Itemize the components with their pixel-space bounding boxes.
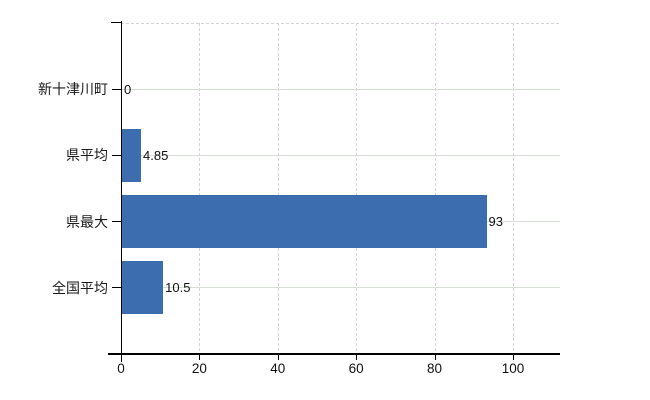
bar xyxy=(122,261,164,315)
y-axis-line xyxy=(121,21,122,362)
x-tick-label: 80 xyxy=(427,361,443,376)
bar-value-label: 10.5 xyxy=(165,280,191,296)
x-tick-label: 40 xyxy=(270,361,286,376)
y-axis-tick xyxy=(112,287,121,289)
plot-top-border xyxy=(121,23,560,24)
y-axis-top-tick xyxy=(111,22,121,23)
category-label: 県最大 xyxy=(66,213,108,230)
x-axis-tick xyxy=(356,354,358,360)
x-tick-label: 60 xyxy=(348,361,364,376)
category-label: 県平均 xyxy=(66,147,108,164)
vertical-gridline xyxy=(277,23,279,354)
x-axis-tick xyxy=(512,354,514,360)
bar-value-label: 93 xyxy=(488,214,503,230)
x-axis-line xyxy=(108,353,560,355)
vertical-gridline xyxy=(434,23,436,354)
y-axis-tick xyxy=(112,88,121,90)
bar xyxy=(122,195,487,249)
vertical-gridline xyxy=(199,23,201,354)
category-label: 新十津川町 xyxy=(38,81,108,98)
bar-value-label: 4.85 xyxy=(143,147,169,163)
bar xyxy=(122,128,141,182)
x-axis-tick xyxy=(199,354,201,360)
vertical-gridline xyxy=(356,23,358,354)
category-label: 全国平均 xyxy=(52,279,108,296)
vertical-gridline xyxy=(512,23,514,354)
x-tick-label: 20 xyxy=(191,361,207,376)
x-axis-tick xyxy=(277,354,279,360)
x-tick-label: 100 xyxy=(501,361,525,376)
horizontal-gridline xyxy=(121,287,560,289)
y-axis-tick xyxy=(112,221,121,223)
x-tick-label: 0 xyxy=(117,361,125,376)
horizontal-gridline xyxy=(121,154,560,156)
bar-value-label: 0 xyxy=(124,81,132,97)
y-axis-tick xyxy=(112,154,121,156)
horizontal-gridline xyxy=(121,88,560,90)
x-axis-tick xyxy=(434,354,436,360)
